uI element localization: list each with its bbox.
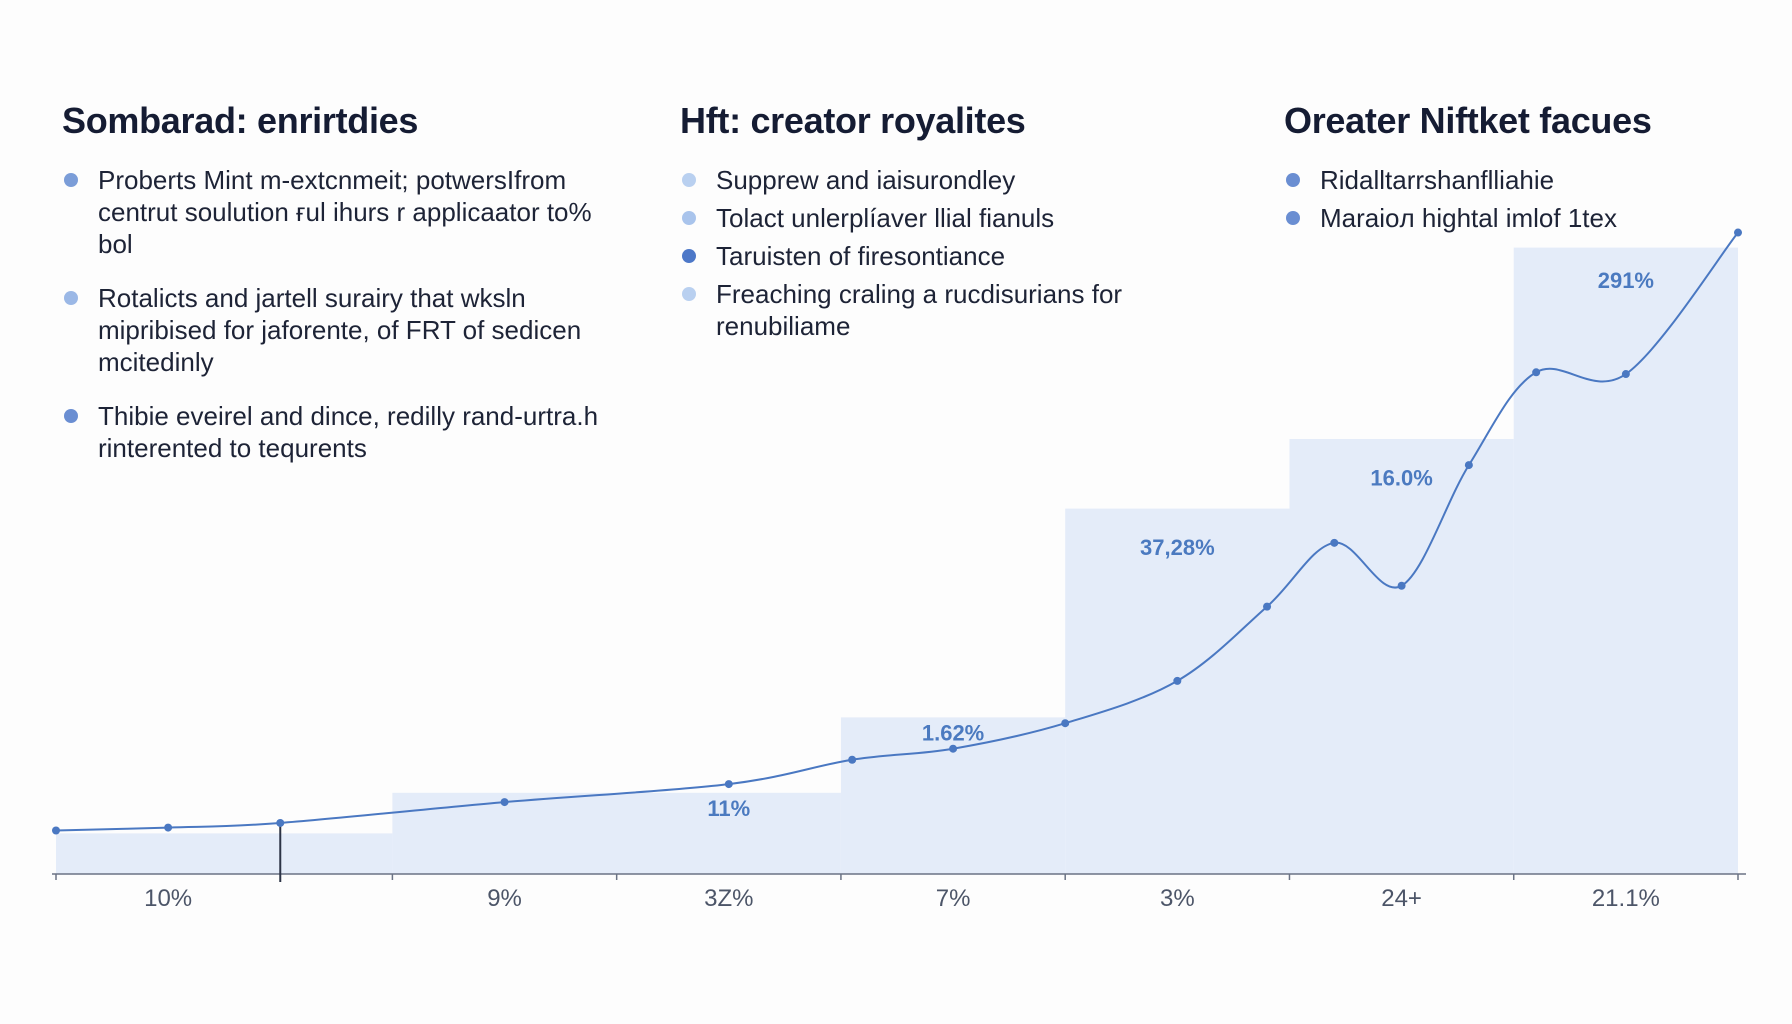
bullet-text: Tolact unlerplíaver llial fianuls bbox=[716, 203, 1055, 233]
column-0: Sombarad: enrirtdies Proberts Mint m-ext… bbox=[62, 100, 622, 486]
bullet-list: Supprew and iaisurondley Tolact unlerplí… bbox=[680, 164, 1240, 342]
x-tick-label: 3% bbox=[1160, 885, 1195, 912]
data-point bbox=[1330, 538, 1339, 547]
bullet-dot-icon bbox=[682, 249, 696, 263]
bullet-dot-icon bbox=[682, 173, 696, 187]
bullet-item: Supprew and iaisurondley bbox=[680, 164, 1240, 196]
column-title: Sombarad: enrirtdies bbox=[62, 100, 419, 141]
bullet-dot-icon bbox=[64, 173, 78, 187]
bullet-dot-icon bbox=[682, 287, 696, 301]
series-line bbox=[55, 231, 1739, 832]
bullet-dot-icon bbox=[1286, 211, 1300, 225]
column-title: Oreater Niftket facues bbox=[1284, 100, 1652, 141]
bullet-text: Supprew and iaisurondley bbox=[716, 165, 1016, 195]
bullet-item: Proberts Mint m-extcnmeit; potwersIfrom … bbox=[62, 164, 622, 260]
bullet-text: Maraioл hightal imlof 1tex bbox=[1320, 203, 1617, 233]
data-point bbox=[500, 798, 509, 807]
bullet-item: Freaching craling a rucdisurians for ren… bbox=[680, 278, 1240, 342]
step-bar bbox=[56, 833, 393, 874]
bullet-dot-icon bbox=[64, 409, 78, 423]
data-point bbox=[1173, 676, 1182, 685]
data-point bbox=[1263, 602, 1272, 611]
data-label: 37,28% bbox=[1140, 535, 1215, 560]
bullet-list: Proberts Mint m-extcnmeit; potwersIfrom … bbox=[62, 164, 622, 464]
bullet-dot-icon bbox=[1286, 173, 1300, 187]
bullet-text: Freaching craling a rucdisurians for ren… bbox=[716, 279, 1123, 341]
x-tick-label: 9% bbox=[487, 885, 522, 912]
data-point bbox=[949, 744, 958, 753]
data-point bbox=[724, 780, 733, 789]
data-label: 16.0% bbox=[1370, 465, 1432, 490]
data-point bbox=[1464, 461, 1473, 470]
bullet-dot-icon bbox=[682, 211, 696, 225]
step-bar bbox=[840, 717, 1066, 874]
x-tick-label: 7% bbox=[936, 885, 971, 912]
step-bar bbox=[1513, 247, 1738, 875]
bullet-text: Proberts Mint m-extcnmeit; potwersIfrom … bbox=[98, 165, 592, 259]
data-point bbox=[52, 826, 60, 835]
data-point bbox=[1734, 228, 1742, 237]
data-point bbox=[848, 755, 857, 764]
data-point bbox=[1532, 368, 1541, 377]
data-point bbox=[276, 818, 285, 827]
bullet-item: Rotalicts and jartell surairy that wksln… bbox=[62, 282, 622, 378]
bullet-list: Ridalltarrshanflliahie Maraioл hightal i… bbox=[1284, 164, 1784, 234]
data-point bbox=[1061, 719, 1070, 728]
column-2: Oreater Niftket facues Ridalltarrshanfll… bbox=[1284, 100, 1784, 240]
bullet-text: Taruisten of firesontiance bbox=[716, 241, 1006, 271]
step-bar bbox=[392, 792, 841, 874]
bullet-dot-icon bbox=[64, 291, 78, 305]
bullet-item: Maraioл hightal imlof 1tex bbox=[1284, 202, 1784, 234]
bullet-item: Thibie eveirel and dince, redilly rand-u… bbox=[62, 400, 622, 464]
data-point bbox=[1397, 581, 1406, 590]
data-point bbox=[1621, 370, 1630, 379]
data-label: 1.62% bbox=[922, 721, 984, 746]
data-point bbox=[164, 823, 173, 832]
x-tick-label: 24+ bbox=[1381, 885, 1422, 912]
data-label: 291% bbox=[1598, 268, 1654, 293]
bullet-text: Thibie eveirel and dince, redilly rand-u… bbox=[98, 401, 599, 463]
bullet-item: Ridalltarrshanflliahie bbox=[1284, 164, 1784, 196]
column-1: Hft: creator royalites Supprew and iaisu… bbox=[680, 100, 1240, 348]
bullet-item: Tolact unlerplíaver llial fianuls bbox=[680, 202, 1240, 234]
step-bar bbox=[1065, 508, 1290, 874]
step-bar bbox=[1289, 439, 1514, 874]
x-tick-label: 21.1% bbox=[1592, 885, 1660, 912]
bullet-item: Taruisten of firesontiance bbox=[680, 240, 1240, 272]
x-tick-label: 3Z% bbox=[704, 885, 753, 912]
bullet-text: Rotalicts and jartell surairy that wksln… bbox=[98, 283, 582, 377]
column-title: Hft: creator royalites bbox=[680, 100, 1026, 141]
x-tick-label: 10% bbox=[144, 885, 192, 912]
data-label: 11% bbox=[707, 796, 750, 821]
bullet-text: Ridalltarrshanflliahie bbox=[1320, 165, 1555, 195]
